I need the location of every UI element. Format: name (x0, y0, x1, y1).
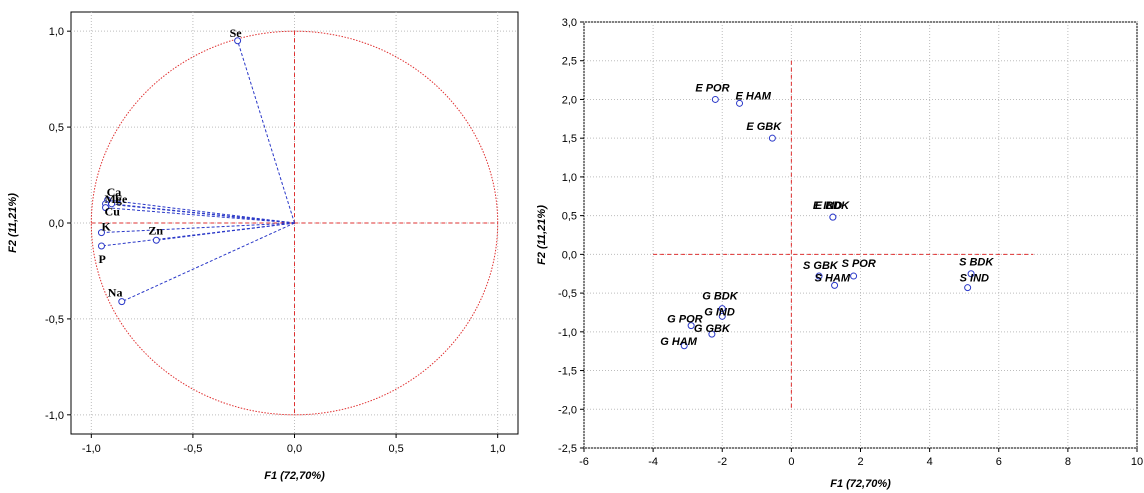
y-tick-label: 2,0 (562, 94, 577, 106)
x-axis-title: F1 (72,70%) (830, 478, 891, 490)
variable-point (102, 204, 110, 212)
y-tick-label: -1,5 (558, 366, 577, 378)
x-tick-labels: -6 -4 -2 0 2 4 6 8 10 (579, 448, 1143, 468)
observation-point (680, 342, 688, 350)
x-tick-label: 0 (788, 456, 794, 468)
x-tick-label: 10 (1131, 456, 1143, 468)
y-axis-title: F2 (11,21%) (7, 193, 19, 253)
y-tick-label: 1,0 (562, 172, 577, 184)
y-tick-label: 0,5 (562, 211, 577, 223)
y-tick-label: -1,0 (558, 327, 577, 339)
y-tick-label: 2,5 (562, 56, 577, 68)
x-tick-label: 0,0 (287, 443, 302, 455)
loading-vector (121, 222, 295, 303)
observation-point (967, 270, 975, 278)
observation-label: G GBK (694, 323, 731, 335)
observation-label: E BDK (815, 200, 850, 212)
y-tick-label: -2,0 (558, 404, 577, 416)
observation-label: E GBK (746, 121, 782, 133)
variable-label: K (101, 220, 111, 234)
loading-vector (107, 199, 295, 224)
y-tick-label: -2,5 (558, 443, 577, 455)
observation-point (831, 281, 839, 289)
observation-label: G POR (667, 314, 703, 326)
x-tick-label: 6 (996, 456, 1002, 468)
reference-axes (653, 60, 1034, 410)
observation-label: S IND (960, 273, 989, 285)
observation-point (768, 134, 776, 142)
observation-point (711, 95, 719, 103)
observation-label: G HAM (660, 336, 698, 348)
x-tick-label: 8 (1065, 456, 1071, 468)
variable-point (97, 242, 105, 250)
loading-vector (156, 222, 295, 241)
observation-point (708, 330, 716, 338)
y-tick-label: -0,5 (45, 314, 64, 326)
observation-label: E IND (813, 200, 842, 212)
variable-label: Cu (105, 205, 121, 219)
observation-label: S HAM (815, 272, 851, 284)
x-tick-label: 2 (857, 456, 863, 468)
x-axis-title: F1 (72,70%) (264, 470, 325, 482)
y-tick-labels: 1,0 0,5 0,0 -0,5 -1,0 (45, 26, 71, 422)
y-axis-title: F2 (11,21%) (536, 205, 548, 265)
observation-point (829, 213, 837, 221)
observation-point (718, 305, 726, 313)
y-tick-label: 0,0 (562, 249, 577, 261)
observation-point (687, 322, 695, 330)
x-tick-label: 4 (927, 456, 933, 468)
loading-vector (111, 203, 295, 224)
variable-label: Mg (105, 192, 122, 206)
y-tick-label: 0,0 (49, 218, 64, 230)
observation-label: G BDK (702, 291, 739, 303)
variable-label: Ca (107, 185, 122, 199)
observation-point (718, 312, 726, 320)
x-tick-label: 0,5 (388, 443, 403, 455)
observation-label: S POR (842, 258, 876, 270)
x-tick-label: -6 (579, 456, 589, 468)
variable-point (108, 200, 116, 208)
observation-label: S BDK (959, 257, 994, 269)
x-tick-label: -2 (717, 456, 727, 468)
y-tick-label: 1,5 (562, 133, 577, 145)
loading-vector (105, 207, 295, 224)
y-tick-label: 0,5 (49, 122, 64, 134)
x-tick-label: -0,5 (183, 443, 202, 455)
y-tick-labels: 3,0 2,5 2,0 1,5 1,0 0,5 0,0 -0,5 -1,0 -1,5 -2,0 -2,… (558, 17, 584, 455)
variable-point (118, 298, 126, 306)
x-tick-labels: -1,0 -0,5 0,0 0,5 1,0 (82, 434, 505, 455)
variable-label: Fe (115, 192, 128, 206)
variable-label: Se (230, 26, 243, 40)
variable-label: Na (108, 286, 123, 300)
y-tick-label: -0,5 (558, 288, 577, 300)
y-tick-label: 1,0 (49, 26, 64, 38)
observation-point (815, 272, 823, 280)
observation-label: G IND (704, 306, 735, 318)
variable-label: P (98, 252, 105, 266)
observation-label: E POR (695, 82, 729, 94)
observation-label: S GBK (803, 260, 839, 272)
x-tick-label: -4 (648, 456, 658, 468)
loading-vector (101, 222, 295, 234)
observation-point (850, 272, 858, 280)
loading-vector (237, 40, 295, 224)
variable-label: Zn (148, 223, 163, 237)
variable-point (97, 229, 105, 237)
y-tick-label: -1,0 (45, 410, 64, 422)
x-tick-label: 1,0 (490, 443, 505, 455)
observation-point (964, 284, 972, 292)
observation-point (736, 99, 744, 107)
variable-point (152, 236, 160, 244)
observation-label: E HAM (736, 90, 772, 102)
x-tick-label: -1,0 (82, 443, 101, 455)
variable-point (234, 37, 242, 45)
y-tick-label: 3,0 (562, 17, 577, 29)
